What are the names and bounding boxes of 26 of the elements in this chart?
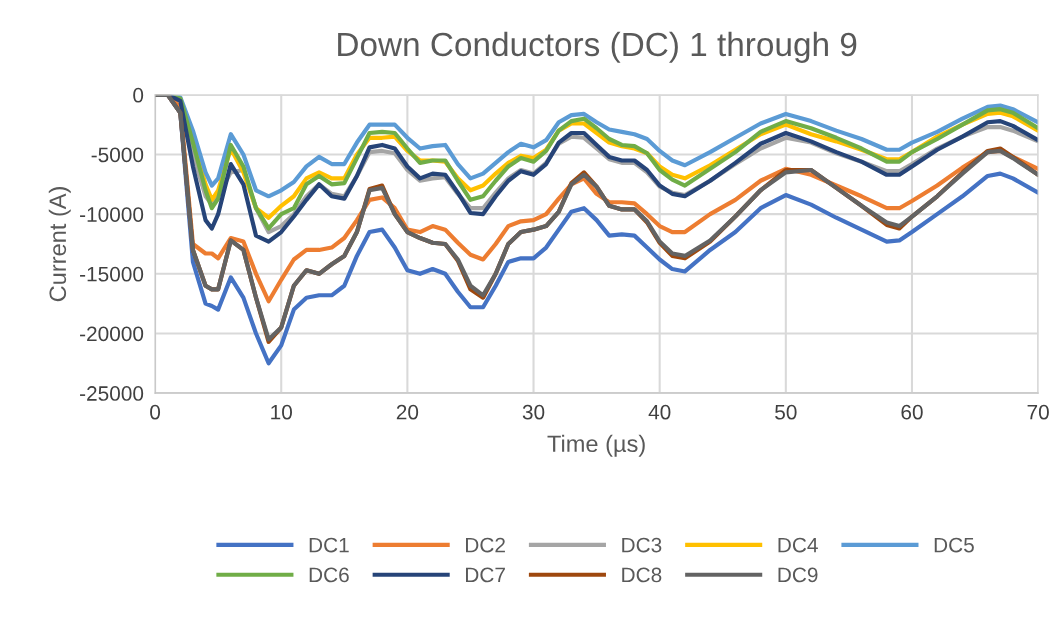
x-tick-label: 40 [648,404,671,420]
legend-label: DC5 [934,537,974,553]
y-axis-title: Current (A) [48,187,71,302]
x-tick-label: 30 [522,404,545,420]
legend-label: DC6 [309,567,349,583]
x-tick-label: 50 [775,404,797,420]
y-tick-label: 0 [133,87,144,103]
y-tick-label: -5000 [91,147,144,163]
y-tick-label: -10000 [80,207,144,222]
y-tick-label: -25000 [80,386,144,401]
x-axis-title: Time (µs) [547,434,645,457]
legend-label: DC3 [622,537,662,553]
y-tick-label: -15000 [80,266,144,282]
legend-label: DC8 [622,567,662,583]
x-tick-label: 70 [1027,404,1049,420]
legend-label: DC4 [778,537,818,553]
x-tick-label: 10 [271,404,293,420]
x-tick-label: 0 [150,404,161,420]
legend-label: DC7 [466,567,505,583]
y-tick-label: -20000 [80,326,144,342]
x-tick-label: 60 [901,404,923,420]
legend-label: DC2 [466,537,505,553]
chart-title: Down Conductors (DC) 1 through 9 [338,31,857,63]
x-tick-label: 20 [396,404,419,420]
legend-label: DC9 [778,567,818,583]
legend-label: DC1 [309,537,349,553]
